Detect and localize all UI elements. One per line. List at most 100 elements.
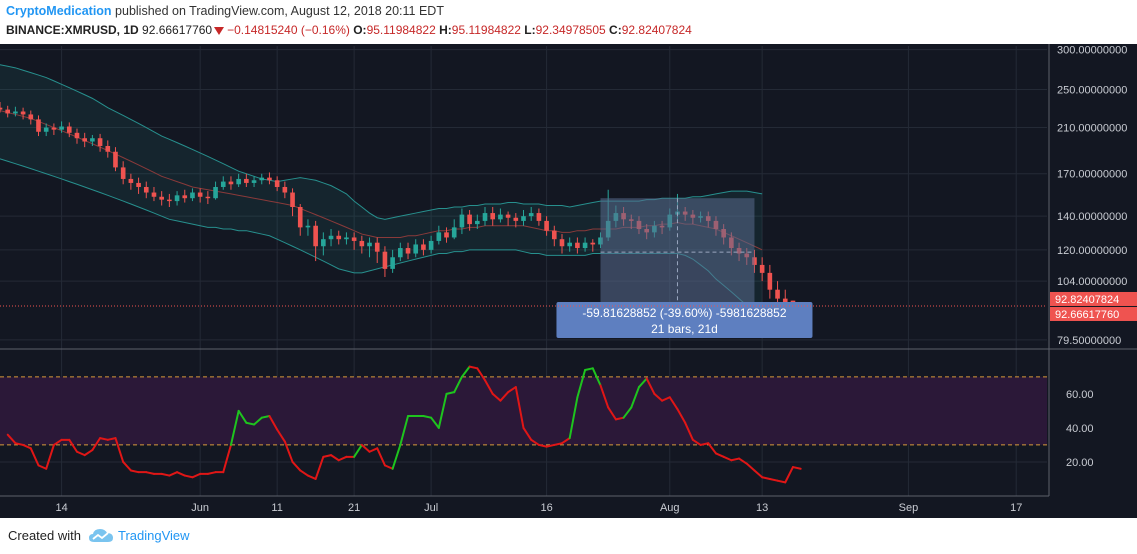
- chart-svg[interactable]: -59.81628852 (-39.60%) -5981628852 21 bar…: [0, 44, 1137, 518]
- candle-body: [59, 126, 64, 130]
- rsi-line-segment: [399, 414, 410, 446]
- candle-body: [228, 181, 234, 185]
- last-price: 92.66617760: [142, 23, 213, 37]
- rsi-line-segment: [568, 396, 579, 440]
- time-tick-label: Sep: [899, 502, 919, 514]
- candle-body: [467, 214, 472, 225]
- candle-body: [536, 213, 542, 221]
- rsi-line-segment: [360, 443, 371, 453]
- rsi-line-segment: [45, 443, 55, 470]
- candle-body: [13, 111, 18, 114]
- rsi-line-segment: [160, 472, 171, 477]
- candle-body: [259, 177, 265, 181]
- rsi-line-segment: [37, 464, 48, 470]
- candle-body: [521, 216, 526, 221]
- candle-body: [444, 232, 449, 238]
- rsi-line-segment: [645, 377, 656, 395]
- candle-body: [767, 272, 773, 290]
- candle-body: [567, 242, 573, 247]
- rsi-line-segment: [383, 464, 394, 470]
- measure-tool[interactable]: -59.81628852 (-39.60%) -5981628852 21 bar…: [556, 198, 813, 339]
- rsi-line-segment: [260, 414, 271, 419]
- rsi-line-segment: [191, 472, 202, 479]
- rsi-line-segment: [784, 466, 794, 484]
- candle-body: [398, 248, 403, 258]
- candle-body: [297, 206, 303, 228]
- candle-body: [505, 214, 511, 218]
- time-tick-label: 21: [348, 502, 360, 514]
- candle-body: [328, 235, 334, 240]
- rsi-line-segment: [330, 454, 340, 462]
- open-value: 95.11984822: [366, 23, 436, 37]
- candle-body: [351, 237, 357, 241]
- rsi-line-segment: [776, 479, 787, 484]
- rsi-line-segment: [584, 367, 594, 372]
- last-price-tag-label: 92.82407824: [1055, 294, 1119, 306]
- candle-body: [151, 192, 157, 197]
- candle-body: [459, 214, 465, 228]
- time-tick-label: Aug: [660, 502, 680, 514]
- candle-body: [159, 196, 164, 200]
- candle-body: [590, 242, 596, 245]
- last-price-tag-label: 92.66617760: [1055, 309, 1119, 321]
- rsi-line-segment: [761, 476, 771, 480]
- candle-body: [582, 242, 588, 249]
- rsi-line-segment: [322, 454, 333, 458]
- rsi-line-segment: [314, 455, 325, 480]
- candle-body: [28, 114, 34, 120]
- candle-body: [551, 230, 557, 240]
- rsi-line-segment: [553, 442, 563, 446]
- candle-body: [305, 225, 311, 228]
- chart-header: CryptoMedication published on TradingVie…: [0, 0, 1137, 44]
- time-tick-label: Jun: [191, 502, 209, 514]
- rsi-line-segment: [668, 396, 679, 411]
- rsi-line-segment: [445, 391, 456, 395]
- created-with-text: Created with: [8, 528, 81, 543]
- low-value: 92.34978505: [535, 23, 606, 37]
- rsi-band: [0, 376, 1047, 445]
- rsi-line-segment: [391, 443, 402, 470]
- rsi-line-segment: [422, 414, 433, 419]
- rsi-line-segment: [661, 396, 671, 402]
- rsi-line-segment: [176, 471, 186, 477]
- candle-body: [205, 196, 211, 199]
- measure-label-line1: -59.81628852 (-39.60%) -5981628852: [582, 306, 786, 320]
- rsi-line-segment: [522, 426, 533, 441]
- rsi-line-segment: [353, 443, 363, 458]
- candle-body: [213, 186, 218, 199]
- time-tick-label: 11: [271, 502, 282, 514]
- rsi-line-segment: [29, 447, 40, 467]
- candle-body: [97, 138, 103, 147]
- candle-body: [498, 214, 503, 220]
- candle-body: [90, 138, 95, 142]
- price-tick-label: 170.00000000: [1057, 169, 1127, 181]
- rsi-line-segment: [306, 474, 317, 480]
- candle-body: [274, 180, 280, 187]
- rsi-line-segment: [699, 442, 710, 446]
- rsi-line-segment: [99, 437, 109, 441]
- candle-body: [421, 244, 426, 250]
- chart-area[interactable]: -59.81628852 (-39.60%) -5981628852 21 bar…: [0, 44, 1137, 518]
- time-tick-label: 13: [756, 502, 768, 514]
- candle-body: [436, 232, 442, 241]
- rsi-tick-label: 40.00: [1066, 423, 1094, 435]
- candle-body: [336, 235, 342, 240]
- rsi-line-segment: [6, 433, 17, 445]
- rsi-line-segment: [368, 447, 379, 453]
- rsi-line-segment: [114, 437, 125, 463]
- author-link[interactable]: CryptoMedication: [6, 4, 112, 18]
- high-label: H:: [439, 23, 452, 37]
- rsi-line-segment: [222, 443, 232, 474]
- rsi-line-segment: [507, 386, 517, 394]
- candle-body: [136, 182, 141, 187]
- rsi-line-segment: [530, 438, 540, 446]
- candle-body: [20, 111, 26, 115]
- rsi-line-segment: [676, 408, 687, 424]
- candle-body: [128, 178, 134, 183]
- price-change: −0.14815240 (−0.16%): [227, 23, 350, 37]
- rsi-line-segment: [753, 469, 764, 479]
- tradingview-brand[interactable]: TradingView: [118, 528, 190, 543]
- candle-body: [559, 239, 565, 247]
- rsi-line-segment: [722, 455, 733, 462]
- rsi-line-segment: [738, 457, 748, 465]
